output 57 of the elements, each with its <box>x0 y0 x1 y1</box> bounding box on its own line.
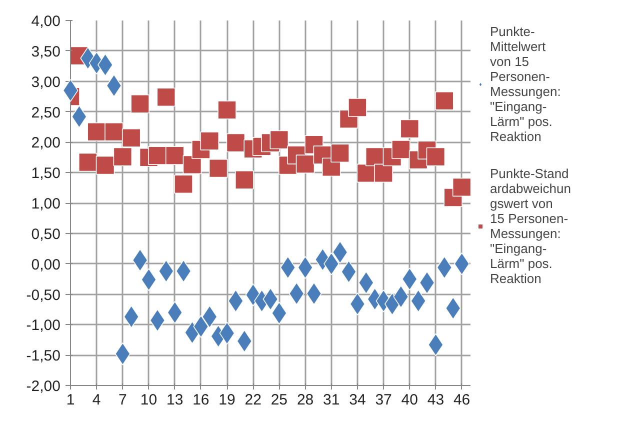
point <box>392 140 410 159</box>
point <box>226 133 246 152</box>
point <box>435 91 454 110</box>
point <box>426 147 446 166</box>
x-tick-label: 1 <box>66 392 75 408</box>
x-tick-label: 10 <box>140 392 158 408</box>
x-tick-label: 22 <box>244 392 262 408</box>
point <box>130 94 150 114</box>
point <box>218 100 236 120</box>
y-tick-label: 3,00 <box>31 74 61 91</box>
y-tick-label: 2,00 <box>31 134 61 152</box>
point <box>452 178 470 197</box>
x-tick-label: 37 <box>375 392 392 408</box>
x-tick-label: 19 <box>218 392 236 408</box>
x-tick-label: 40 <box>401 392 418 408</box>
y-tick-label: 1,50 <box>31 165 61 182</box>
y-tick-label: 1,00 <box>31 196 61 212</box>
x-tick-label: 7 <box>118 392 127 408</box>
point <box>200 132 220 150</box>
x-tick-label: 46 <box>453 392 470 408</box>
point <box>208 158 228 178</box>
point <box>165 146 184 165</box>
y-tick-label: -2,00 <box>26 378 61 395</box>
point <box>78 152 98 172</box>
point <box>96 156 115 175</box>
point <box>87 122 106 142</box>
x-tick-label: 43 <box>427 392 444 408</box>
x-tick-label: 25 <box>270 392 288 408</box>
legend-label: Punkte-Standardabweichungswert von 15 Personen-Messungen: "Eingang-Lärm" pos. Reaktion <box>490 166 571 286</box>
y-tick-label: 2,50 <box>31 104 61 122</box>
point <box>174 174 193 194</box>
x-tick-label: 34 <box>349 392 366 408</box>
point <box>148 146 167 165</box>
point <box>296 154 315 174</box>
point <box>330 144 350 163</box>
legend-label: Punkte-Mittelwert von 15 Personen-Messungen: "Eingang-Lärm" pos. Reaktion <box>490 24 561 144</box>
y-tick-label: -0,50 <box>26 286 61 304</box>
y-tick-label: -1,00 <box>26 317 61 334</box>
point <box>156 88 176 107</box>
point <box>122 128 141 148</box>
point <box>374 164 393 183</box>
point <box>113 147 132 166</box>
x-tick-label: 4 <box>92 392 101 408</box>
point <box>348 98 367 117</box>
point <box>235 170 254 190</box>
y-tick-label: 0,00 <box>31 256 61 274</box>
y-tick-label: 3,50 <box>31 43 61 60</box>
x-tick-label: 16 <box>192 392 210 408</box>
point <box>104 122 124 142</box>
y-tick-label: 4,00 <box>31 13 61 30</box>
point <box>270 130 289 150</box>
x-tick-label: 31 <box>323 392 340 408</box>
x-tick-label: 13 <box>166 392 184 408</box>
y-tick-label: 0,50 <box>31 226 61 243</box>
point <box>400 119 420 138</box>
x-tick-label: 28 <box>296 392 314 408</box>
y-tick-label: -1,50 <box>26 348 61 365</box>
